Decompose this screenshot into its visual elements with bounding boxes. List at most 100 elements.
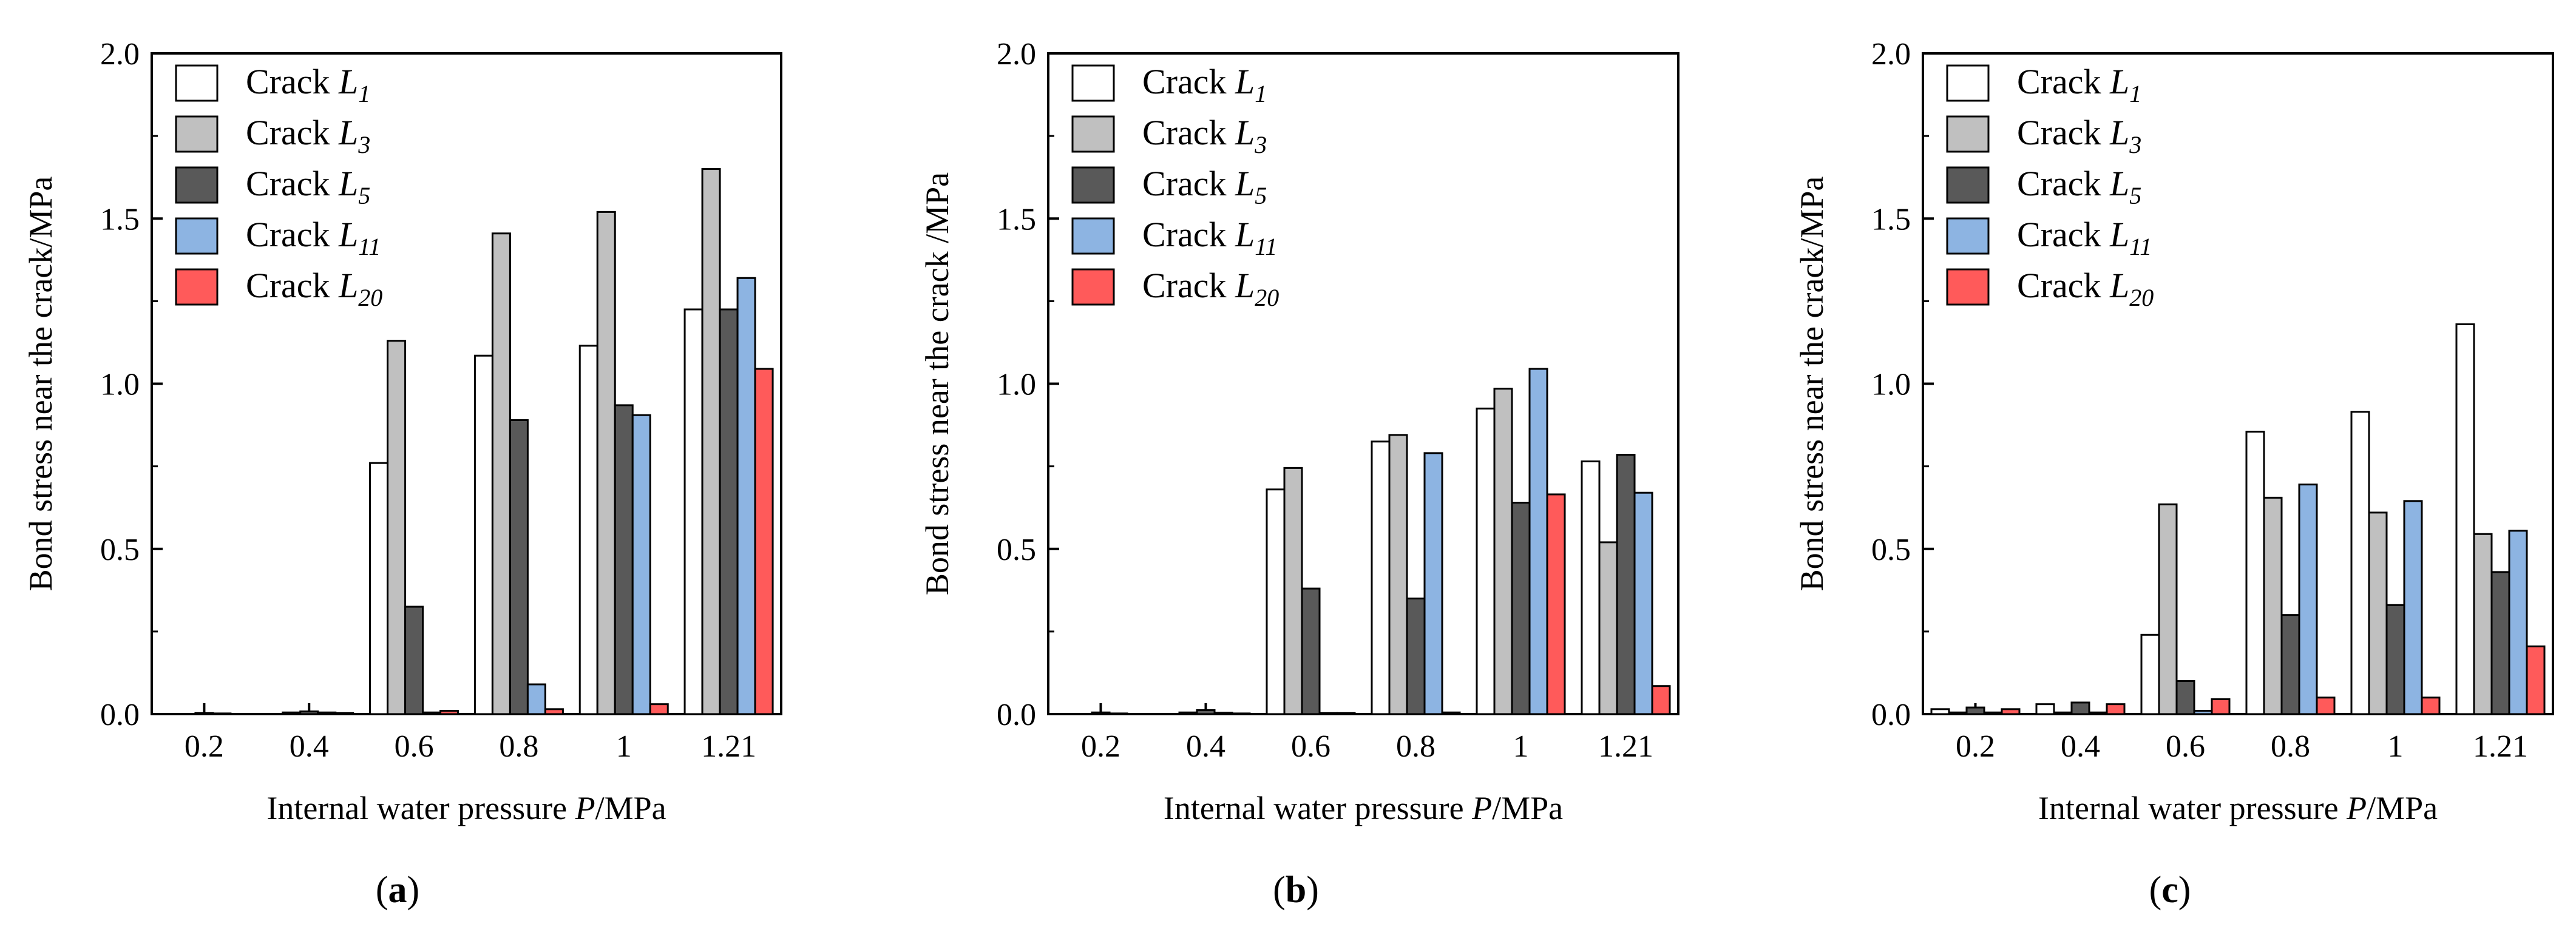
legend-label-l5: Crack L5 <box>246 164 370 209</box>
panel-label: (a) <box>376 869 419 911</box>
bar-l5-1_21 <box>1616 454 1636 715</box>
y-tick-label: 0.5 <box>100 533 140 567</box>
y-tick-label: 0.0 <box>100 698 140 732</box>
bar-l11-0_4 <box>317 711 337 715</box>
bar-l5-0_6 <box>1301 587 1321 715</box>
bar-l1-0_4 <box>2035 703 2055 715</box>
x-tick-label: 0.4 <box>2061 729 2100 764</box>
bar-l5-0_6 <box>2175 680 2195 715</box>
y-axis-title: Bond stress near the crack /MPa <box>919 172 955 595</box>
bar-l11-1 <box>1528 368 1548 715</box>
y-tick-label: 1.5 <box>1871 202 1911 237</box>
legend-label-l3: Crack L3 <box>246 113 370 158</box>
bar-l1-1_21 <box>2455 323 2475 715</box>
y-tick-label: 2.0 <box>100 37 140 72</box>
bar-l5-0_6 <box>404 605 424 715</box>
bar-l20-0_6 <box>1336 712 1356 715</box>
bar-l20-1 <box>2421 696 2441 715</box>
bar-l5-0_4 <box>2070 701 2090 715</box>
x-tick-label: 1.21 <box>2473 729 2528 764</box>
legend-label-l20: Crack L20 <box>1142 266 1279 311</box>
bar-l5-1 <box>2385 604 2405 715</box>
bar-l11-1 <box>2403 500 2423 715</box>
bar-l20-0_4 <box>334 712 354 715</box>
bar-l3-0_8 <box>1388 434 1408 715</box>
bar-l11-0_2 <box>1983 711 2003 715</box>
bar-l3-1_21 <box>2473 533 2493 715</box>
bar-l3-0_2 <box>1948 711 1968 715</box>
bar-l1-1_21 <box>1581 460 1601 715</box>
y-tick-label: 0.0 <box>997 698 1036 732</box>
y-tick-label: 0.5 <box>997 533 1036 567</box>
x-tick-label: 1 <box>1513 729 1529 764</box>
bar-l3-1_21 <box>1598 541 1618 715</box>
bar-l20-0_6 <box>439 710 459 715</box>
x-axis-title: Internal water pressure P/MPa <box>1164 790 1563 826</box>
bar-l1-0_2 <box>1930 708 1950 715</box>
bar-l20-1 <box>649 703 669 715</box>
x-tick-label: 0.6 <box>2166 729 2205 764</box>
legend-label-l1: Crack L1 <box>1142 62 1267 107</box>
bar-l1-0_6 <box>1266 488 1286 715</box>
bar-l20-0_2 <box>2001 708 2021 715</box>
bar-l20-0_8 <box>1441 711 1461 715</box>
bar-l20-1 <box>1546 493 1566 715</box>
bar-l1-0_6 <box>2140 633 2160 715</box>
bar-l20-0_6 <box>2211 698 2231 715</box>
bar-l1-0_8 <box>473 354 493 715</box>
bar-l20-1_21 <box>1651 685 1671 715</box>
bar-l20-1_21 <box>754 368 774 715</box>
y-tick-label: 1.0 <box>1871 368 1911 402</box>
legend-swatch-l20 <box>175 268 219 306</box>
bar-l11-0_8 <box>1423 452 1443 715</box>
bar-l5-1_21 <box>2490 571 2510 715</box>
bar-l1-1 <box>1476 407 1496 715</box>
x-tick-label: 1.21 <box>701 729 756 764</box>
bar-l11-0_2 <box>212 712 232 715</box>
legend-swatch-l5 <box>1071 166 1115 204</box>
x-tick-label: 1 <box>616 729 632 764</box>
y-tick-label: 0.5 <box>1871 533 1911 567</box>
legend-label-l1: Crack L1 <box>246 62 370 107</box>
legend-swatch-l5 <box>1946 166 1990 204</box>
x-tick-label: 0.8 <box>1396 729 1435 764</box>
y-tick-label: 0.0 <box>1871 698 1911 732</box>
bar-l3-0_6 <box>387 340 407 715</box>
x-tick-label: 0.8 <box>499 729 538 764</box>
x-tick-label: 0.4 <box>1186 729 1225 764</box>
bar-l20-0_8 <box>544 708 564 715</box>
bar-l3-0_4 <box>282 711 302 715</box>
bar-l11-0_6 <box>422 711 442 715</box>
bar-l11-0_8 <box>526 683 546 715</box>
bar-l3-1 <box>596 211 616 715</box>
bar-l5-0_8 <box>1406 597 1426 715</box>
bar-l3-0_4 <box>2053 711 2073 715</box>
legend-swatch-l3 <box>175 115 219 153</box>
bar-l5-1_21 <box>719 308 739 715</box>
bar-l1-1 <box>578 345 598 715</box>
bar-l5-1 <box>614 404 634 715</box>
legend-swatch-l20 <box>1946 268 1990 306</box>
bar-l3-1_21 <box>701 168 721 715</box>
x-tick-label: 0.2 <box>1956 729 1995 764</box>
y-tick-label: 2.0 <box>997 37 1036 72</box>
legend-swatch-l3 <box>1946 115 1990 153</box>
legend-swatch-l20 <box>1071 268 1115 306</box>
bar-l20-1_21 <box>2526 645 2546 715</box>
panel-label: (b) <box>1273 869 1319 911</box>
legend-label-l3: Crack L3 <box>2017 113 2141 158</box>
x-axis-title: Internal water pressure P/MPa <box>266 790 666 826</box>
y-tick-label: 2.0 <box>1871 37 1911 72</box>
bar-l5-1 <box>1511 502 1531 715</box>
y-axis-title: Bond stress near the crack/MPa <box>1794 177 1830 592</box>
x-tick-label: 1 <box>2388 729 2404 764</box>
y-tick-label: 1.0 <box>100 368 140 402</box>
bar-l5-0_2 <box>1091 711 1111 715</box>
y-tick-label: 1.0 <box>997 368 1036 402</box>
chart-panel-2: 0.0 0.5 1.0 1.5 2.0 0.2 0.4 0.6 0.8 1 1.21 Crack L1… <box>919 37 1679 911</box>
legend-label-l20: Crack L20 <box>246 266 382 311</box>
y-tick-label: 1.5 <box>997 202 1036 237</box>
bar-l3-0_6 <box>2158 503 2178 715</box>
legend-swatch-l1 <box>1946 64 1990 102</box>
legend-swatch-l5 <box>175 166 219 204</box>
